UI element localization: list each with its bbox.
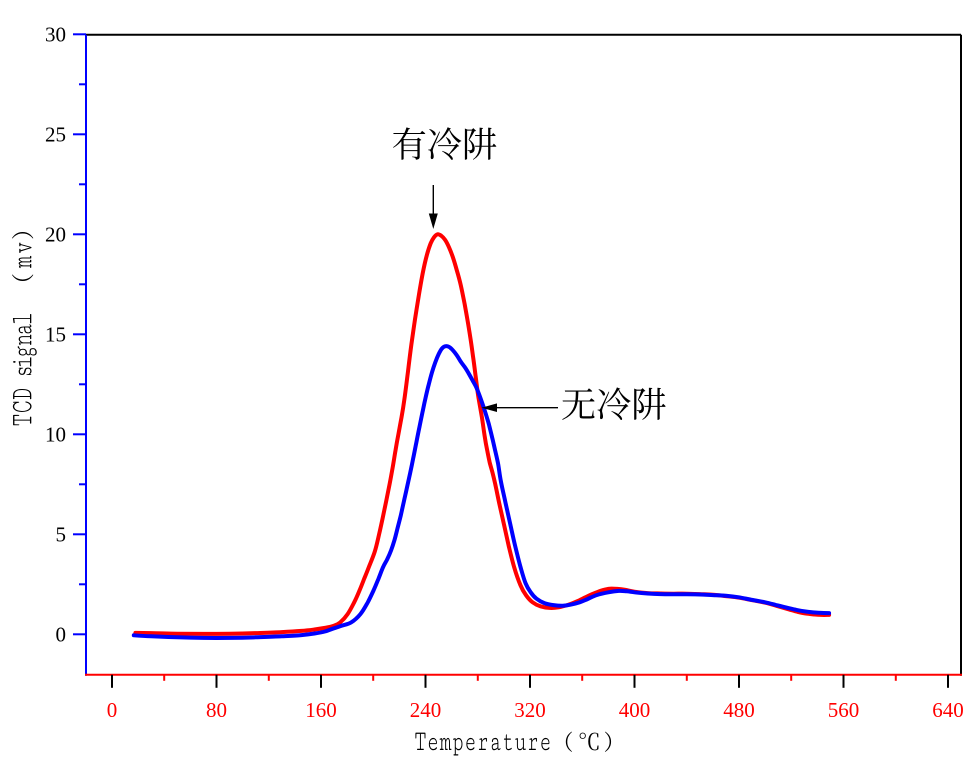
svg-text:0: 0 [56, 623, 67, 647]
svg-text:5: 5 [56, 523, 67, 547]
svg-text:25: 25 [45, 123, 66, 147]
svg-text:160: 160 [305, 698, 337, 722]
svg-text:10: 10 [45, 423, 66, 447]
svg-text:20: 20 [45, 223, 66, 247]
svg-text:15: 15 [45, 323, 66, 347]
svg-text:480: 480 [723, 698, 755, 722]
svg-text:80: 80 [206, 698, 227, 722]
svg-text:320: 320 [514, 698, 546, 722]
svg-text:400: 400 [619, 698, 651, 722]
svg-text:640: 640 [932, 698, 964, 722]
svg-text:30: 30 [45, 23, 66, 47]
svg-text:560: 560 [828, 698, 860, 722]
svg-text:240: 240 [410, 698, 442, 722]
svg-text:0: 0 [107, 698, 118, 722]
